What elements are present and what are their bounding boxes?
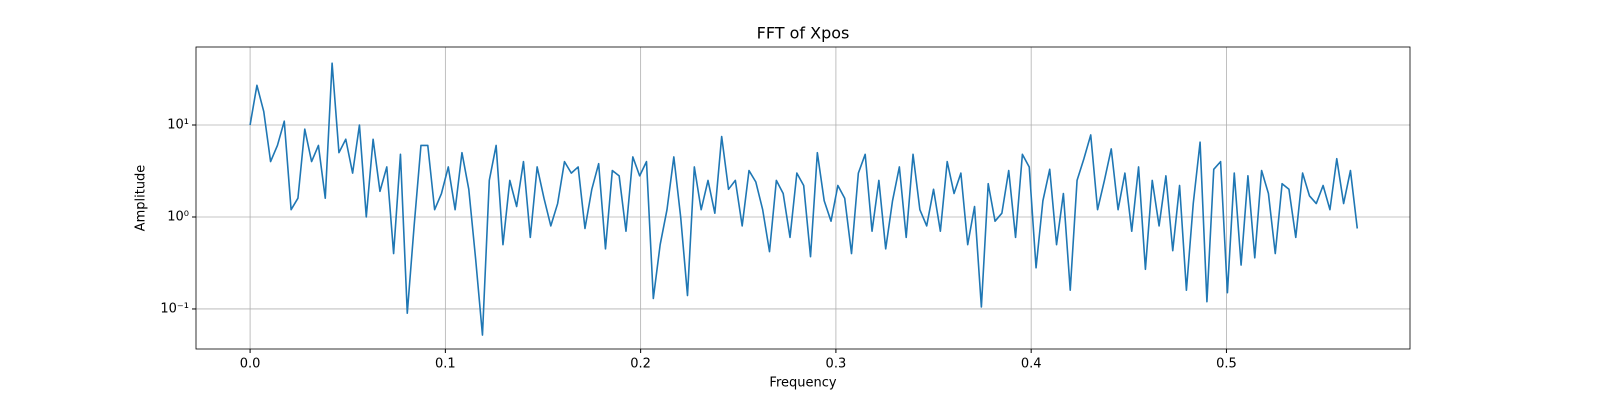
plot-frame	[195, 46, 1411, 350]
x-tick-label: 0.0	[240, 357, 261, 372]
data-line	[249, 62, 1359, 336]
x-tick-label: 0.4	[1021, 357, 1042, 372]
x-tick-label: 0.2	[630, 357, 651, 372]
y-tick-label: 10⁰	[167, 209, 189, 224]
y-tick-label: 10⁻¹	[160, 301, 189, 316]
x-tick-label: 0.1	[435, 357, 456, 372]
y-tick-label: 10¹	[167, 118, 189, 133]
x-axis-label: Frequency	[769, 376, 836, 391]
x-tick-label: 0.5	[1216, 357, 1237, 372]
y-axis-label: Amplitude	[134, 165, 149, 232]
chart-title: FFT of Xpos	[757, 24, 850, 43]
x-tick-label: 0.3	[826, 357, 847, 372]
